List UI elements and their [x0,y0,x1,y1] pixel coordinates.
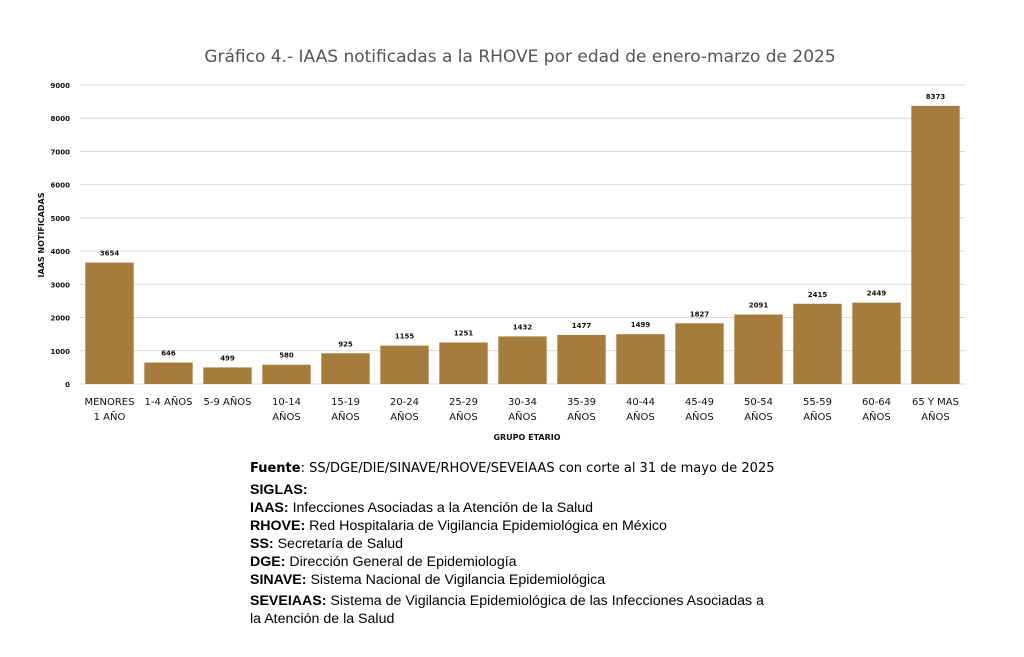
bar [911,105,960,385]
data-label: 1499 [631,321,651,329]
bar [439,342,488,384]
x-tick-label: 65 Y MAS [912,397,959,408]
bar [144,362,193,384]
y-tick-label: 9000 [51,82,71,90]
source-line: Fuente: SS/DGE/DIE/SINAVE/RHOVE/SEVEIAAS… [250,460,950,478]
x-tick-label: AÑOS [508,410,537,423]
bar [675,323,724,384]
y-axis-label: IAAS NOTIFICADAS [37,192,46,277]
x-tick-label: 35-39 [567,397,596,408]
grid-lines [80,84,965,385]
data-label: 646 [161,350,176,358]
data-label: 580 [279,352,294,360]
bar [380,345,429,384]
y-tick-label: 8000 [51,115,71,123]
x-tick-label: AÑOS [331,410,360,423]
y-tick-label: 7000 [51,148,71,156]
bar-chart: Gráfico 4.- IAAS notificadas a la RHOVE … [37,47,965,442]
x-axis-label: GRUPO ETARIO [493,433,560,442]
bar [498,336,547,384]
x-tick-label: AÑOS [744,410,773,423]
data-label: 1827 [690,310,710,318]
x-tick-label: 1-4 AÑOS [144,395,192,408]
x-tick-label: 1 AÑO [94,410,126,423]
bar [262,364,311,384]
chart-title: Gráfico 4.- IAAS notificadas a la RHOVE … [204,47,835,67]
data-label: 1251 [454,329,474,337]
sigla-item: DGE: Dirección General de Epidemiología [250,554,517,570]
x-tick-label: 25-29 [449,397,478,408]
bar [734,314,783,384]
x-tick-label: 30-34 [508,397,537,408]
x-tick-label: MENORES [85,397,135,408]
x-tick-label: 50-54 [744,397,773,408]
data-label: 2449 [867,290,887,298]
x-tick-label: AÑOS [272,410,301,423]
data-label: 499 [220,354,235,362]
bar [203,367,252,384]
bar [557,334,606,384]
y-tick-label: 4000 [51,248,71,256]
x-tick-label: 5-9 AÑOS [203,395,251,408]
sigla-item: SINAVE: Sistema Nacional de Vigilancia E… [250,572,606,588]
sigla-item: SEVEIAAS: Sistema de Vigilancia Epidemio… [250,593,764,609]
sigla-item: SS: Secretaría de Salud [250,536,403,552]
bar [852,302,901,384]
x-tick-label: 15-19 [331,397,360,408]
data-labels: 3654 646 499 580 925 1155 1251 1432 1477 1499 1827… [100,93,946,363]
data-label: 3654 [100,250,120,258]
x-tick-label: 10-14 [272,397,301,408]
x-axis-ticks: MENORES 1 AÑO 1-4 AÑOS 5-9 AÑOS 10-14 AÑOS 15-… [85,395,959,423]
x-tick-label: AÑOS [685,410,714,423]
data-label: 1155 [395,333,415,341]
x-tick-label: 55-59 [803,397,832,408]
data-label: 8373 [926,93,946,101]
x-tick-label: AÑOS [567,410,596,423]
bar [321,353,370,384]
sigla-item: RHOVE: Red Hospitalaria de Vigilancia Ep… [250,518,667,534]
data-label: 1477 [572,322,592,330]
chart-notes: Fuente: SS/DGE/DIE/SINAVE/RHOVE/SEVEIAAS… [250,460,950,628]
bar [793,303,842,384]
x-tick-label: AÑOS [862,410,891,423]
sigla-item: IAAS: Infecciones Asociadas a la Atenció… [250,500,594,516]
source-text: : SS/DGE/DIE/SINAVE/RHOVE/SEVEIAAS con c… [300,461,775,476]
y-tick-label: 2000 [51,315,71,323]
data-label: 2415 [808,291,828,299]
bar [616,334,665,384]
bar [85,262,134,384]
x-tick-label: AÑOS [921,410,950,423]
sigla-item-continuation: la Atención de la Salud [250,611,395,627]
data-label: 925 [338,340,353,348]
data-label: 2091 [749,302,769,310]
y-tick-label: 5000 [51,215,71,223]
y-tick-label: 6000 [51,182,71,190]
x-tick-label: 20-24 [390,397,419,408]
x-tick-label: 60-64 [862,397,891,408]
x-tick-label: AÑOS [803,410,832,423]
data-label: 1432 [513,323,533,331]
y-tick-label: 0 [65,381,70,389]
x-tick-label: AÑOS [626,410,655,423]
y-tick-label: 3000 [51,281,71,289]
x-tick-label: 40-44 [626,397,655,408]
y-tick-label: 1000 [51,348,71,356]
x-tick-label: AÑOS [449,410,478,423]
bars [85,105,960,385]
x-tick-label: AÑOS [390,410,419,423]
y-axis-ticks: 0 1000 2000 3000 4000 5000 6000 7000 8000 9000 [51,82,71,389]
siglas-title: SIGLAS: [250,482,308,498]
x-tick-label: 45-49 [685,397,714,408]
source-label: Fuente [250,461,301,476]
